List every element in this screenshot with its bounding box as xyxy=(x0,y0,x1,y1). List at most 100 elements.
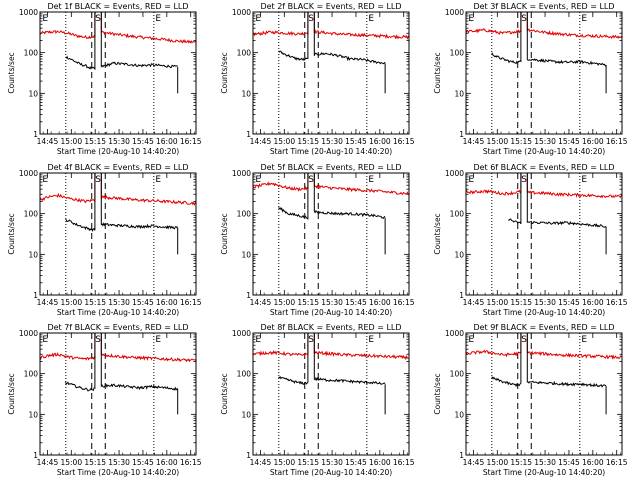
region-marker-label: E xyxy=(155,175,161,185)
x-tick-label: 15:45 xyxy=(345,458,367,467)
x-tick-label: 15:30 xyxy=(321,298,343,307)
lld-series-line xyxy=(465,173,522,196)
x-tick-label: 15:00 xyxy=(273,137,295,146)
x-tick-label: 16:15 xyxy=(180,137,202,146)
x-axis-label: Start Time (20-Aug-10 14:40:20) xyxy=(483,147,605,156)
region-marker-label: E xyxy=(581,335,587,345)
region-marker-label: E xyxy=(42,175,48,185)
plot-frame xyxy=(252,11,410,135)
y-axis-label: Counts/sec xyxy=(7,213,16,254)
region-marker-label: E xyxy=(255,175,261,185)
y-axis-label: Counts/sec xyxy=(433,373,442,414)
events-series-line xyxy=(313,173,386,220)
x-tick-label: 15:45 xyxy=(558,137,580,146)
x-tick-label: 14:45 xyxy=(37,298,59,307)
y-axis-label: Counts/sec xyxy=(220,52,229,93)
x-tick-label: 16:00 xyxy=(369,298,391,307)
x-tick-label: 15:30 xyxy=(321,458,343,467)
y-tick-label: 1 xyxy=(33,291,38,300)
y-tick-label: 1000 xyxy=(19,329,38,338)
y-tick-label: 100 xyxy=(450,210,465,219)
region-marker-label: E xyxy=(468,175,474,185)
x-tick-label: 15:00 xyxy=(60,137,82,146)
y-tick-label: 1000 xyxy=(232,8,251,17)
events-series-line xyxy=(491,12,522,65)
region-marker-label: S xyxy=(308,335,314,345)
panel-det-5f: Det 5f BLACK = Events, RED = LLD 1 10 100 10… xyxy=(220,163,415,317)
events-series-line xyxy=(278,173,309,220)
plot-frame xyxy=(465,332,623,456)
x-tick-label: 15:45 xyxy=(345,137,367,146)
y-tick-label: 1000 xyxy=(19,8,38,17)
events-series-line xyxy=(65,12,96,71)
panel-det-7f: Det 7f BLACK = Events, RED = LLD 1 10 100 10… xyxy=(7,323,202,477)
x-tick-label: 16:15 xyxy=(606,458,628,467)
x-tick-label: 14:45 xyxy=(37,137,59,146)
x-tick-label: 15:30 xyxy=(108,298,130,307)
y-tick-label: 1000 xyxy=(445,8,464,17)
y-tick-label: 10 xyxy=(28,410,38,419)
y-tick-label: 100 xyxy=(450,370,465,379)
x-tick-label: 14:45 xyxy=(463,137,485,146)
plot-frame xyxy=(252,332,410,456)
region-marker-label: E xyxy=(368,175,374,185)
y-tick-label: 1000 xyxy=(445,329,464,338)
y-tick-label: 1 xyxy=(246,291,251,300)
plot-frame xyxy=(39,172,197,296)
region-marker-label: E xyxy=(468,335,474,345)
x-tick-label: 15:30 xyxy=(534,298,556,307)
region-marker-label: S xyxy=(95,14,101,24)
x-tick-label: 14:45 xyxy=(250,298,272,307)
x-axis-label: Start Time (20-Aug-10 14:40:20) xyxy=(270,147,392,156)
x-tick-label: 16:00 xyxy=(369,137,391,146)
region-marker-label: S xyxy=(308,175,314,185)
x-tick-label: 14:45 xyxy=(463,298,485,307)
x-tick-label: 15:15 xyxy=(510,458,532,467)
x-tick-label: 16:00 xyxy=(156,137,178,146)
events-series-line xyxy=(313,333,386,385)
lld-series-line xyxy=(39,173,96,204)
panel-title: Det 5f BLACK = Events, RED = LLD xyxy=(260,163,401,172)
lld-series-line xyxy=(100,173,197,206)
x-tick-label: 15:15 xyxy=(510,298,532,307)
region-marker-label: S xyxy=(95,335,101,345)
lld-series-line xyxy=(39,12,96,40)
y-tick-label: 10 xyxy=(28,89,38,98)
x-tick-label: 16:15 xyxy=(393,137,415,146)
x-tick-label: 15:45 xyxy=(132,137,154,146)
x-tick-label: 15:00 xyxy=(486,137,508,146)
region-marker-label: E xyxy=(255,14,261,24)
panel-title: Det 7f BLACK = Events, RED = LLD xyxy=(47,323,188,332)
x-tick-label: 15:15 xyxy=(84,137,106,146)
panel-det-4f: Det 4f BLACK = Events, RED = LLD 1 10 100 10… xyxy=(7,163,202,317)
region-marker-label: S xyxy=(308,14,314,24)
panel-det-6f: Det 6f BLACK = Events, RED = LLD 1 10 100 10… xyxy=(433,163,628,317)
x-axis-label: Start Time (20-Aug-10 14:40:20) xyxy=(57,468,179,477)
panel-title: Det 3f BLACK = Events, RED = LLD xyxy=(473,2,614,11)
x-axis-label: Start Time (20-Aug-10 14:40:20) xyxy=(270,308,392,317)
x-tick-label: 15:45 xyxy=(345,298,367,307)
lld-series-line xyxy=(313,12,410,40)
plot-frame xyxy=(39,332,197,456)
x-tick-label: 15:00 xyxy=(486,298,508,307)
plot-frame xyxy=(465,11,623,135)
y-tick-label: 1000 xyxy=(19,169,38,178)
y-tick-label: 10 xyxy=(241,410,251,419)
y-tick-label: 1 xyxy=(459,291,464,300)
y-tick-label: 100 xyxy=(237,49,252,58)
plot-frame xyxy=(465,172,623,296)
events-series-line xyxy=(526,173,607,228)
y-tick-label: 1 xyxy=(33,451,38,460)
x-tick-label: 15:00 xyxy=(273,458,295,467)
y-tick-label: 100 xyxy=(24,370,39,379)
events-series-line xyxy=(100,173,179,230)
plot-frame xyxy=(39,11,197,135)
events-series-line xyxy=(278,333,309,385)
x-tick-label: 16:00 xyxy=(156,298,178,307)
region-marker-label: E xyxy=(581,14,587,24)
x-tick-label: 14:45 xyxy=(37,458,59,467)
x-tick-label: 15:00 xyxy=(60,458,82,467)
y-tick-label: 100 xyxy=(237,210,252,219)
x-axis-label: Start Time (20-Aug-10 14:40:20) xyxy=(270,468,392,477)
y-tick-label: 1000 xyxy=(445,169,464,178)
